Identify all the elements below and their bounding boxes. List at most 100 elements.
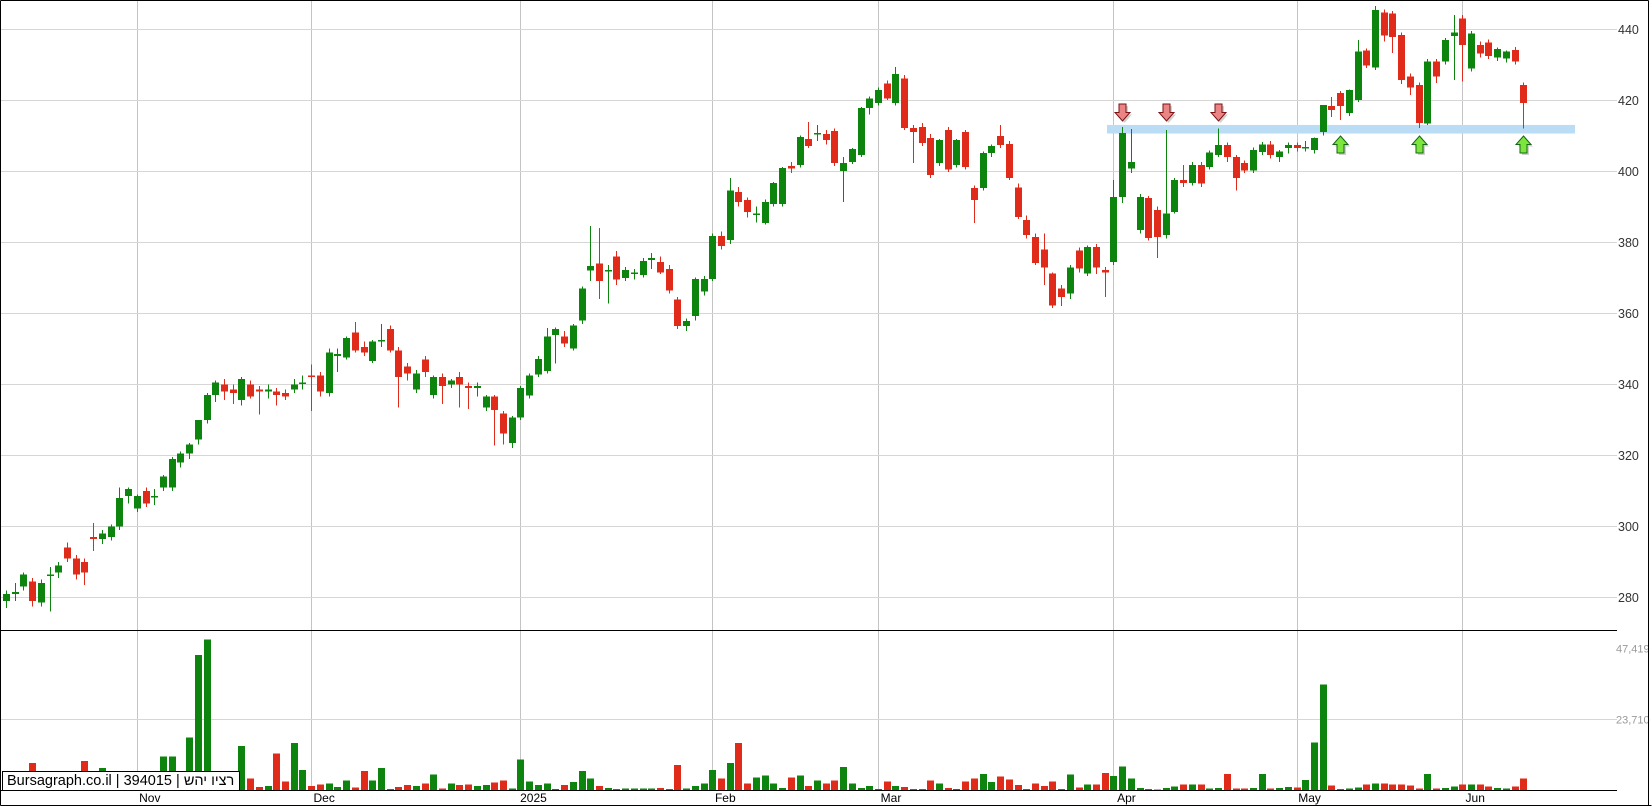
volume-bar	[1372, 783, 1379, 790]
candle-body-down	[997, 135, 1004, 146]
candle-body-up	[692, 279, 699, 317]
volume-bar	[840, 766, 847, 790]
sell-signal-arrow-icon[interactable]	[1209, 103, 1228, 122]
volume-bar	[1302, 779, 1309, 790]
candle-body-up	[1355, 51, 1362, 101]
sell-signal-arrow-icon[interactable]	[1157, 103, 1176, 122]
candle-body-down	[1477, 44, 1484, 54]
candle-body-up	[1110, 197, 1117, 263]
month-label: Nov	[139, 791, 160, 805]
candle-body-up	[640, 260, 647, 275]
volume-bar	[1451, 786, 1458, 790]
candle-body-up	[1424, 61, 1431, 124]
volume-bar	[1459, 784, 1466, 790]
volume-bar	[413, 786, 420, 790]
volume-bar	[1180, 784, 1187, 790]
volume-bar	[1294, 787, 1301, 790]
volume-bar	[334, 787, 341, 790]
candle-body-down	[1512, 49, 1519, 62]
candle-body-up	[849, 149, 856, 163]
candle-body-up	[55, 565, 62, 573]
candle-body-up	[334, 354, 341, 356]
volume-bar	[1206, 788, 1213, 791]
candle-body-down	[1180, 179, 1187, 184]
volume-bar	[788, 777, 795, 790]
volume-bar	[884, 781, 891, 790]
volume-bar	[683, 788, 690, 791]
price-axis-label: 320	[1618, 449, 1639, 463]
volume-bar	[483, 785, 490, 790]
candle-body-down	[1049, 273, 1056, 306]
volume-bar	[195, 654, 202, 790]
candle-body-up	[12, 592, 19, 594]
candle-body-up	[770, 183, 777, 205]
volume-bar	[1198, 784, 1205, 790]
volume-bar	[1503, 788, 1510, 791]
buy-signal-arrow-icon[interactable]	[1331, 135, 1350, 154]
volume-bar	[326, 783, 333, 790]
volume-bar	[1241, 788, 1248, 791]
candle-body-down	[1041, 249, 1048, 268]
volume-bar	[605, 788, 612, 790]
buy-signal-arrow-icon[interactable]	[1514, 135, 1533, 154]
candle-body-down	[439, 377, 446, 387]
month-label: Mar	[881, 791, 902, 805]
volume-bar	[814, 780, 821, 790]
volume-bar	[1320, 684, 1327, 790]
candle-body-down	[1093, 247, 1100, 268]
volume-bar	[465, 784, 472, 790]
volume-bar	[770, 783, 777, 790]
volume-bar	[797, 775, 804, 790]
volume-bar	[369, 780, 376, 790]
candle-body-down	[945, 130, 952, 170]
volume-axis-label: 23,710	[1616, 715, 1650, 727]
candle-body-down	[1485, 42, 1492, 56]
candle-body-down	[962, 132, 969, 167]
candle-body-up	[177, 453, 184, 463]
volume-bar	[273, 753, 280, 790]
volume-bar	[1355, 787, 1362, 790]
volume-bar	[1442, 788, 1449, 790]
candle-body-down	[308, 375, 315, 378]
volume-bar	[247, 778, 254, 790]
candle-body-down	[910, 128, 917, 133]
candle-body-down	[1224, 145, 1231, 158]
candle-body-down	[317, 375, 324, 392]
volume-bar	[622, 788, 629, 791]
volume-bar	[1067, 774, 1074, 790]
candle-body-down	[282, 393, 289, 397]
candle-body-up	[858, 108, 865, 156]
candle-body-up	[151, 496, 158, 498]
candle-body-up	[605, 270, 612, 272]
volume-bar	[727, 763, 734, 790]
buy-signal-arrow-icon[interactable]	[1410, 135, 1429, 154]
candle-body-up	[299, 382, 306, 384]
candle-body-down	[596, 263, 603, 282]
price-axis-label: 380	[1618, 236, 1639, 250]
volume-bar	[657, 788, 664, 790]
volume-bar	[744, 783, 751, 790]
candle-body-down	[735, 192, 742, 203]
candle-body-down	[230, 389, 237, 394]
volume-bar	[1337, 788, 1344, 791]
volume-bar	[1093, 784, 1100, 790]
volume-bar	[1015, 785, 1022, 790]
candle-body-down	[1398, 35, 1405, 81]
candle-body-down	[1416, 85, 1423, 123]
candle-body-up	[1084, 247, 1091, 274]
candle-body-down	[143, 490, 150, 504]
candle-body-down	[788, 166, 795, 169]
sell-signal-arrow-icon[interactable]	[1113, 103, 1132, 122]
volume-bar	[395, 787, 402, 790]
volume-bar	[945, 788, 952, 790]
candle-body-down	[90, 537, 97, 539]
candle-body-down	[927, 138, 934, 176]
volume-bar	[1468, 784, 1475, 790]
candle-body-down	[1363, 50, 1370, 66]
volume-bar	[927, 780, 934, 790]
candle-body-up	[1372, 9, 1379, 68]
support-line[interactable]	[1107, 124, 1575, 134]
volume-bar	[535, 785, 542, 790]
volume-bar	[936, 783, 943, 790]
volume-bar	[352, 787, 359, 790]
